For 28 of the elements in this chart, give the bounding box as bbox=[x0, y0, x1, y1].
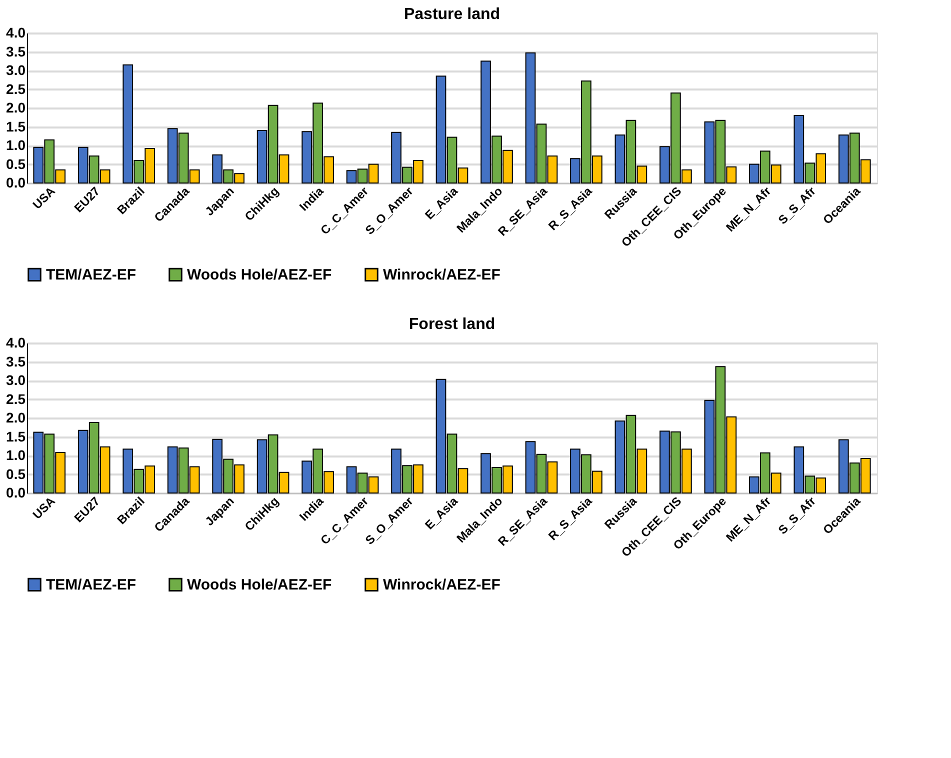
y-tick-label: 1.0 bbox=[6, 447, 26, 463]
legend-label: TEM/AEZ-EF bbox=[46, 266, 136, 284]
legend-label: Winrock/AEZ-EF bbox=[383, 576, 500, 594]
y-tick-label: 1.5 bbox=[6, 118, 26, 134]
legend-label: Woods Hole/AEZ-EF bbox=[187, 266, 332, 284]
x-tick-label: USA bbox=[30, 184, 58, 212]
y-tick-label: 2.0 bbox=[6, 100, 26, 116]
y-tick-label: 4.0 bbox=[6, 24, 26, 40]
y-tick-label: 3.0 bbox=[6, 372, 26, 388]
legend-label: Woods Hole/AEZ-EF bbox=[187, 576, 332, 594]
y-tick-label: 2.5 bbox=[6, 80, 26, 97]
y-tick-label: 0.0 bbox=[6, 174, 26, 190]
y-tick-label: 1.5 bbox=[6, 428, 26, 444]
y-tick-label: 3.5 bbox=[6, 43, 26, 60]
y-tick-label: 3.0 bbox=[6, 62, 26, 78]
y-tick-label: 0.0 bbox=[6, 484, 26, 500]
chart-title: Forest land bbox=[408, 316, 496, 333]
legend-label: TEM/AEZ-EF bbox=[46, 576, 136, 594]
x-tick-label: USA bbox=[30, 494, 58, 522]
y-tick-label: 0.5 bbox=[6, 466, 26, 482]
y-tick-label: 0.5 bbox=[6, 156, 26, 172]
y-tick-label: 4.0 bbox=[6, 334, 26, 350]
legend-label: Winrock/AEZ-EF bbox=[383, 266, 500, 284]
y-tick-label: 1.0 bbox=[6, 137, 26, 153]
y-tick-label: 2.0 bbox=[6, 410, 26, 426]
y-tick-label: 2.5 bbox=[6, 390, 26, 407]
y-tick-label: 3.5 bbox=[6, 353, 26, 370]
chart-title: Pasture land bbox=[404, 6, 500, 23]
